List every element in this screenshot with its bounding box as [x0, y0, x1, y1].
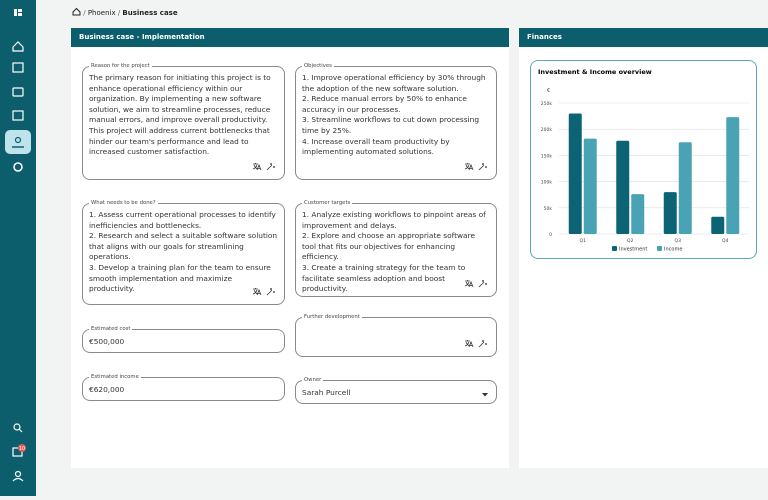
bar [583, 138, 597, 234]
field-value: The primary reason for initiating this p… [89, 73, 271, 157]
action-icons[interactable] [252, 162, 276, 171]
nav-storage[interactable] [12, 110, 24, 121]
field-label: Customer targets [302, 199, 353, 207]
chart-title: Investment & Income overview [538, 68, 652, 76]
field-line: 1. Analyze existing workflows to pinpoin… [302, 210, 486, 230]
y-tick-label: 200k [541, 127, 553, 133]
field-line: 2. Research and select a suitable softwa… [89, 231, 278, 262]
chart-card: Investment & Income overview €0 50k 100k 150… [530, 60, 757, 259]
y-tick-label: 50k [544, 206, 553, 212]
field-value: €500,000 [89, 337, 125, 346]
field-line: 1. Improve operational efficiency by 30%… [302, 73, 486, 93]
crumb[interactable]: Phoenix [87, 9, 116, 17]
bar [616, 140, 630, 234]
dropdown-arrow [482, 390, 488, 401]
field-line: 2. Explore and choose an appropriate sof… [302, 231, 475, 262]
field-line: 3. Streamline workflows to cut down proc… [302, 115, 480, 135]
legend-label: Income [664, 247, 682, 253]
text-field[interactable]: Estimated cost €500,000 [82, 325, 285, 353]
field-value: Sarah Purcell [302, 388, 351, 397]
y-tick-label: 250k [541, 101, 553, 107]
action-icons[interactable] [464, 339, 488, 348]
text-field[interactable]: Estimated income €620,000 [82, 373, 285, 401]
field-actions [464, 162, 488, 175]
field-line: 1. Assess current operational processes … [89, 210, 276, 230]
breadcrumb: / Phoenix / Business case [72, 7, 178, 19]
y-tick-label: 0 [549, 232, 552, 238]
field-value: €620,000 [89, 385, 125, 394]
y-tick-label: 100k [541, 180, 553, 186]
field-label: Objectives [302, 62, 334, 70]
field-label: Owner [302, 376, 324, 384]
bar [711, 216, 725, 234]
field-label: Further development [302, 313, 362, 321]
bar [568, 113, 582, 234]
text-field[interactable]: Customer targets 1. Analyze existing work… [295, 199, 497, 297]
bar [726, 117, 740, 234]
text-field[interactable]: Objectives 1. Improve operational efficie… [295, 62, 497, 180]
nav-dashboard[interactable] [12, 62, 24, 73]
field-label: Estimated cost [89, 325, 133, 333]
field-actions [464, 339, 488, 352]
nav-search[interactable] [13, 423, 21, 431]
nav-folders[interactable] [12, 87, 24, 97]
action-icons[interactable] [464, 279, 488, 288]
legend-label: Investment [619, 247, 647, 253]
x-tick-label: Q4 [722, 238, 729, 244]
y-tick-label: 150k [541, 153, 553, 159]
text-field[interactable]: Reason for the project The primary reason… [82, 62, 285, 180]
field-line: 3. Develop a training plan for the team … [89, 262, 271, 294]
bar [678, 142, 692, 234]
nav-icons: 10 [5, 9, 31, 482]
nav-home[interactable] [12, 41, 24, 52]
text-field[interactable]: Further development [295, 313, 497, 357]
panel-title: Business case - Implementation [71, 28, 509, 47]
nav-badge: 10 [19, 446, 25, 452]
finances-panel: Finances Investment & Income overview €0 5… [519, 28, 768, 468]
field-actions [464, 279, 488, 292]
nav-settings[interactable] [13, 162, 23, 172]
text-field[interactable]: Owner Sarah Purcell [295, 376, 497, 404]
home-icon[interactable] [72, 7, 81, 16]
field-line: 3. Create a training strategy for the te… [302, 262, 466, 294]
field-label: Reason for the project [89, 62, 152, 70]
text-field[interactable]: What needs to be done? 1. Assess current … [82, 199, 285, 305]
crumb-current: Business case [122, 9, 178, 17]
action-icons[interactable] [464, 162, 488, 171]
field-label: What needs to be done? [89, 199, 158, 207]
chart: Investment & Income overview €0 50k 100k 150… [538, 68, 749, 253]
field-line: 4. Increase overall team productivity by… [302, 136, 450, 157]
implementation-panel: Business case - Implementation Reason fo… [71, 28, 509, 468]
x-tick-label: Q3 [675, 238, 682, 244]
nav-profile[interactable] [14, 470, 22, 478]
x-tick-label: Q1 [580, 238, 587, 244]
field-actions [252, 162, 276, 175]
legend-swatch [612, 246, 617, 251]
x-tick-label: Q2 [627, 238, 634, 244]
panel-title: Finances [519, 28, 768, 47]
action-icons[interactable] [252, 287, 276, 296]
caret[interactable] [482, 393, 488, 397]
field-label: Estimated income [89, 373, 141, 381]
y-axis-label: € [547, 88, 550, 94]
bar [663, 192, 677, 234]
field-actions [252, 287, 276, 300]
sidebar: 10 [0, 0, 36, 496]
legend-swatch [657, 246, 662, 251]
bar [631, 194, 645, 234]
field-line: 2. Reduce manual errors by 50% to enhanc… [302, 94, 467, 114]
